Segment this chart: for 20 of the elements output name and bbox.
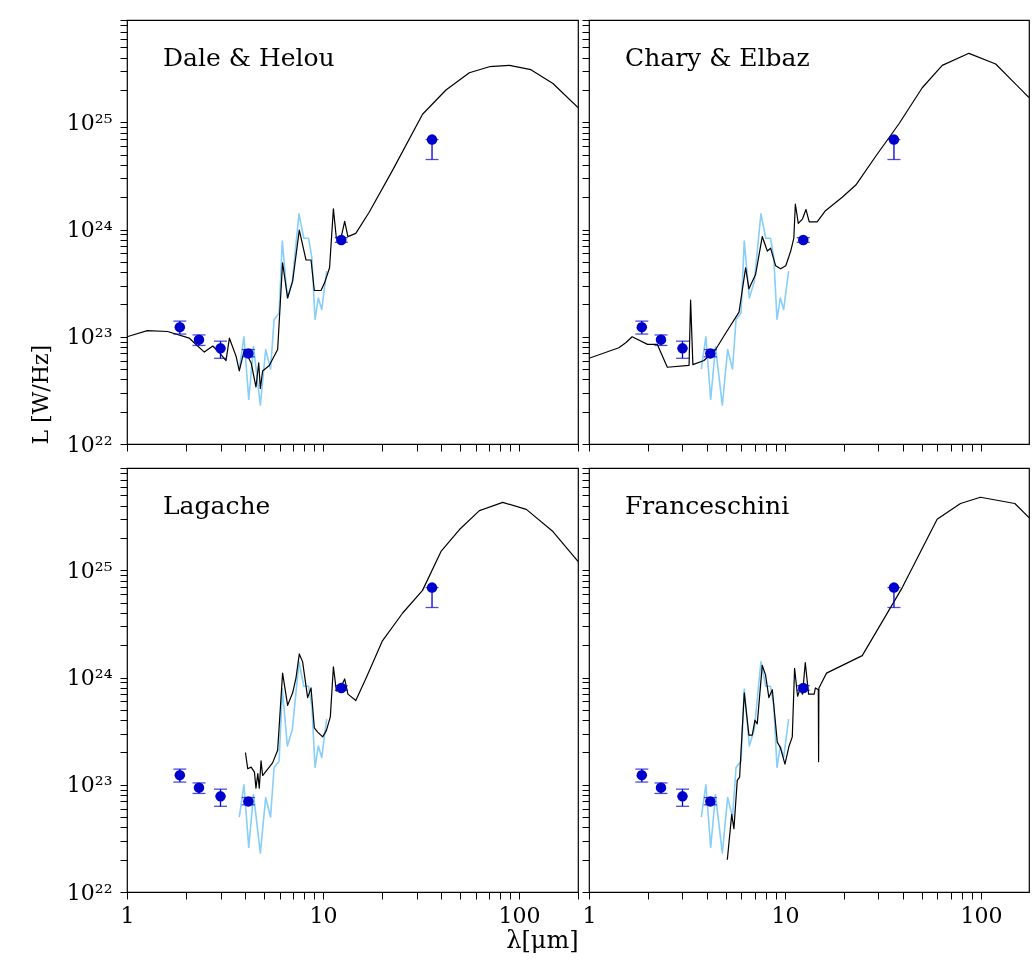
x-tick-label: 1 <box>582 902 597 928</box>
y-tick-label: 10²⁴ <box>66 665 113 691</box>
y-tick-label: 10²³ <box>66 324 113 350</box>
y-tick-label: 10²² <box>66 879 113 905</box>
text: Dale & Helou <box>163 43 335 72</box>
x-tick-label: 100 <box>498 902 541 928</box>
x-tick-label: 1 <box>120 902 135 928</box>
y-tick-label: 10²⁵ <box>66 557 113 583</box>
text: Chary & Elbaz <box>625 43 810 72</box>
y-tick-label: 10²² <box>66 431 113 457</box>
x-axis-title: λ[μm] <box>506 925 579 954</box>
y-axis-title: L [W/Hz] <box>27 344 53 445</box>
x-tick-label: 10 <box>309 902 338 928</box>
x-tick-label: 100 <box>960 902 1003 928</box>
y-tick-label: 10²³ <box>66 772 113 798</box>
text: Franceschini <box>625 491 790 520</box>
y-tick-label: 10²⁵ <box>66 109 113 135</box>
text: Lagache <box>163 491 271 520</box>
y-tick-label: 10²⁴ <box>66 217 113 243</box>
x-tick-label: 10 <box>771 902 800 928</box>
